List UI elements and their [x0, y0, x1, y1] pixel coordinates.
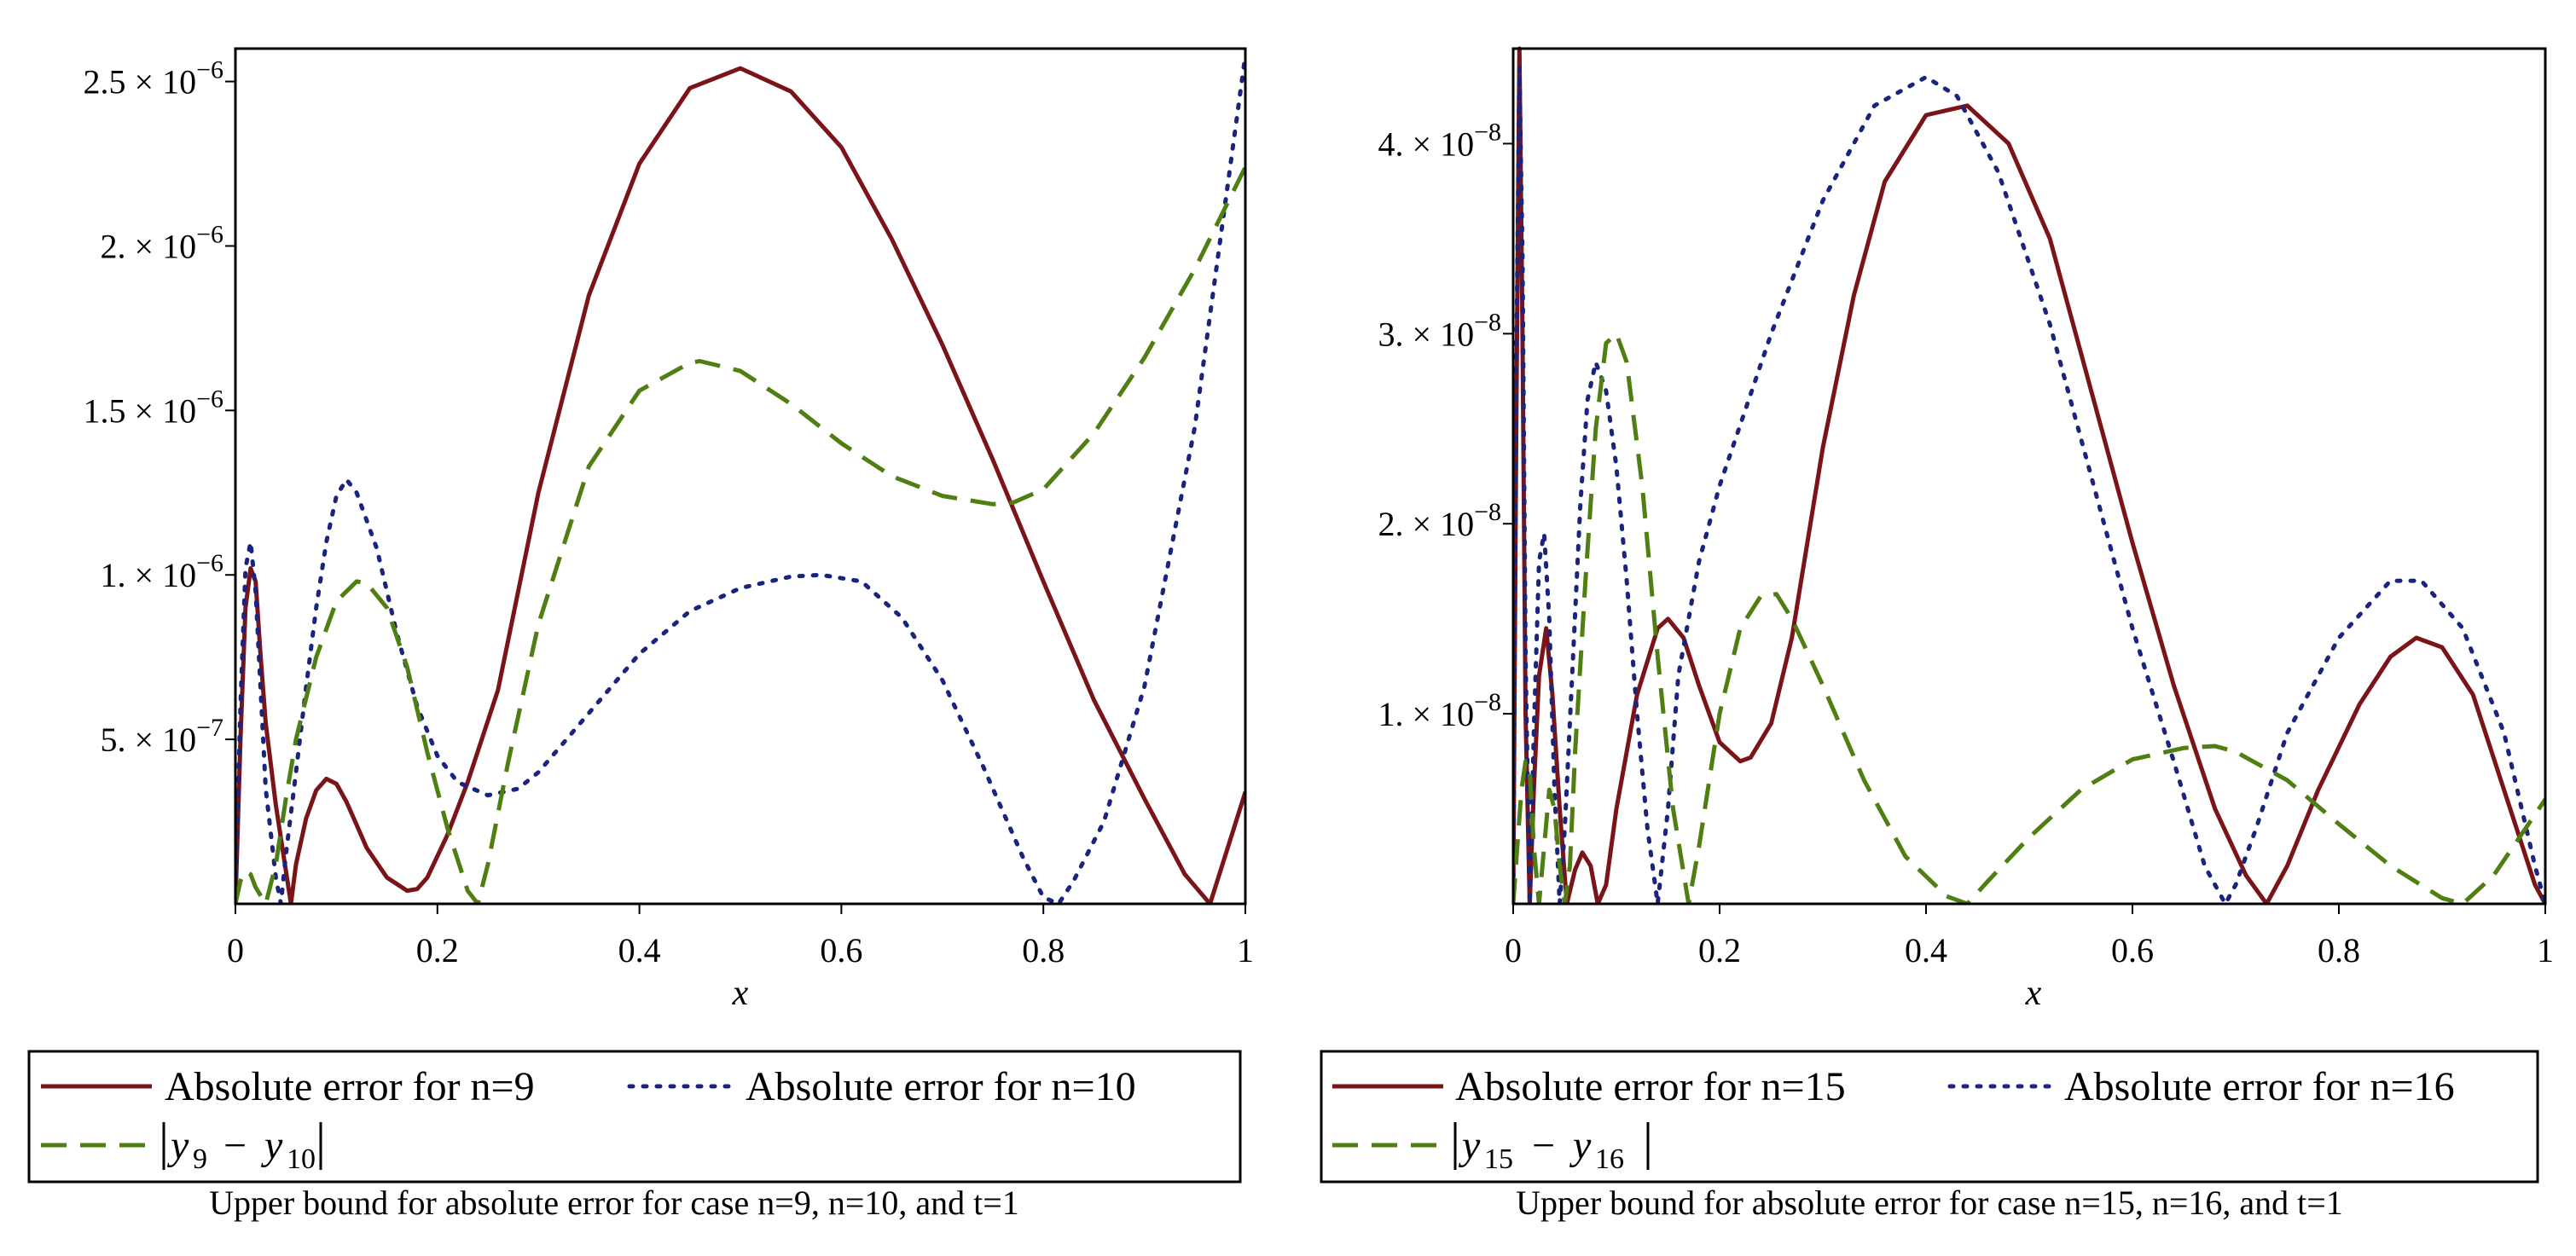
math-sub-1: 9: [193, 1143, 207, 1175]
left-axis-ticks: [225, 80, 1246, 914]
right-x-axis-title: x: [2025, 974, 2042, 1013]
right-chart-panel: 0 0.2 0.4 0.6 0.8 1 1. × 10−8 2. × 10−8 3. × 10−…: [1320, 46, 2554, 1222]
x-tick-label: 1: [2537, 931, 2554, 969]
x-tick-label: 0.6: [820, 931, 862, 969]
right-axis-ticks: [1503, 142, 2546, 914]
right-series-layer: [1513, 46, 2545, 904]
right-tick-labels: 0 0.2 0.4 0.6 0.8 1 1. × 10−8 2. × 10−8 3. × 10−…: [1378, 118, 2554, 969]
left-legend-box: [27, 1050, 1242, 1184]
y-tick-label: 4. × 10−8: [1378, 118, 1501, 163]
y-tick-label: 2.5 × 10−6: [84, 56, 223, 101]
left-legend-label-n10: Absolute error for n=10: [746, 1064, 1136, 1109]
right-legend-label-n16: Absolute error for n=16: [2064, 1064, 2455, 1109]
series-line-dashed: [235, 165, 1245, 904]
right-legend-box: [1320, 1050, 2539, 1184]
left-legend-label-n9: Absolute error for n=9: [165, 1064, 535, 1109]
y-tick-label: 1. × 10−6: [101, 549, 223, 594]
y-tick-label: 5. × 10−7: [101, 714, 223, 759]
left-legend: Absolute error for n=9 Absolute error fo…: [27, 1050, 1242, 1184]
left-chart-panel: 0 0.2 0.4 0.6 0.8 1 5. × 10−7 1. × 10−6 1.5 × 10…: [27, 47, 1254, 1222]
math-base-2: y: [260, 1123, 283, 1168]
right-legend: Absolute error for n=15 Absolute error f…: [1320, 1050, 2539, 1184]
x-tick-label: 0.4: [618, 931, 661, 969]
right-legend-label-n15: Absolute error for n=15: [1455, 1064, 1846, 1109]
math-sub-2: 16: [1595, 1143, 1624, 1175]
x-tick-label: 1: [1237, 931, 1254, 969]
x-tick-label: 0: [227, 931, 244, 969]
left-tick-labels: 0 0.2 0.4 0.6 0.8 1 5. × 10−7 1. × 10−6 1.5 × 10…: [84, 56, 1254, 969]
left-plot-area: 0 0.2 0.4 0.6 0.8 1 5. × 10−7 1. × 10−6 1.5 × 10…: [84, 47, 1254, 969]
y-tick-label: 1. × 10−8: [1378, 688, 1501, 733]
math-base-2: y: [1569, 1123, 1592, 1168]
math-sub-2: 10: [287, 1143, 316, 1175]
math-sub-1: 15: [1484, 1143, 1513, 1175]
right-legend-label-diff: y 15 − y 16: [1453, 1122, 1650, 1175]
right-plot-frame: [1511, 47, 2547, 906]
left-caption: Upper bound for absolute error for case …: [209, 1184, 1019, 1222]
series-line-dashed: [1513, 331, 2545, 904]
y-tick-label: 3. × 10−8: [1378, 308, 1501, 353]
math-operator: −: [1532, 1123, 1555, 1168]
left-x-axis-title: x: [732, 974, 749, 1013]
x-tick-label: 0.4: [1905, 931, 1947, 969]
right-caption: Upper bound for absolute error for case …: [1516, 1184, 2343, 1222]
x-tick-label: 0.8: [2318, 931, 2360, 969]
y-tick-label: 2. × 10−6: [101, 220, 223, 265]
left-legend-label-diff: y 9 − y 10: [162, 1122, 322, 1175]
y-tick-label: 1.5 × 10−6: [84, 385, 223, 430]
math-base-1: y: [166, 1123, 189, 1168]
x-tick-label: 0.2: [1698, 931, 1741, 969]
math-base-1: y: [1458, 1123, 1481, 1168]
series-line-solid: [1513, 46, 2545, 904]
left-plot-frame: [234, 47, 1247, 906]
x-tick-label: 0.6: [2111, 931, 2154, 969]
series-line-solid: [235, 66, 1245, 904]
right-plot-area: 0 0.2 0.4 0.6 0.8 1 1. × 10−8 2. × 10−8 3. × 10−…: [1378, 46, 2554, 969]
x-tick-label: 0.8: [1022, 931, 1065, 969]
y-tick-label: 2. × 10−8: [1378, 498, 1501, 543]
series-line-dotted: [235, 53, 1245, 904]
x-tick-label: 0: [1505, 931, 1522, 969]
math-operator: −: [223, 1123, 247, 1168]
left-series-layer: [235, 53, 1245, 904]
x-tick-label: 0.2: [416, 931, 459, 969]
